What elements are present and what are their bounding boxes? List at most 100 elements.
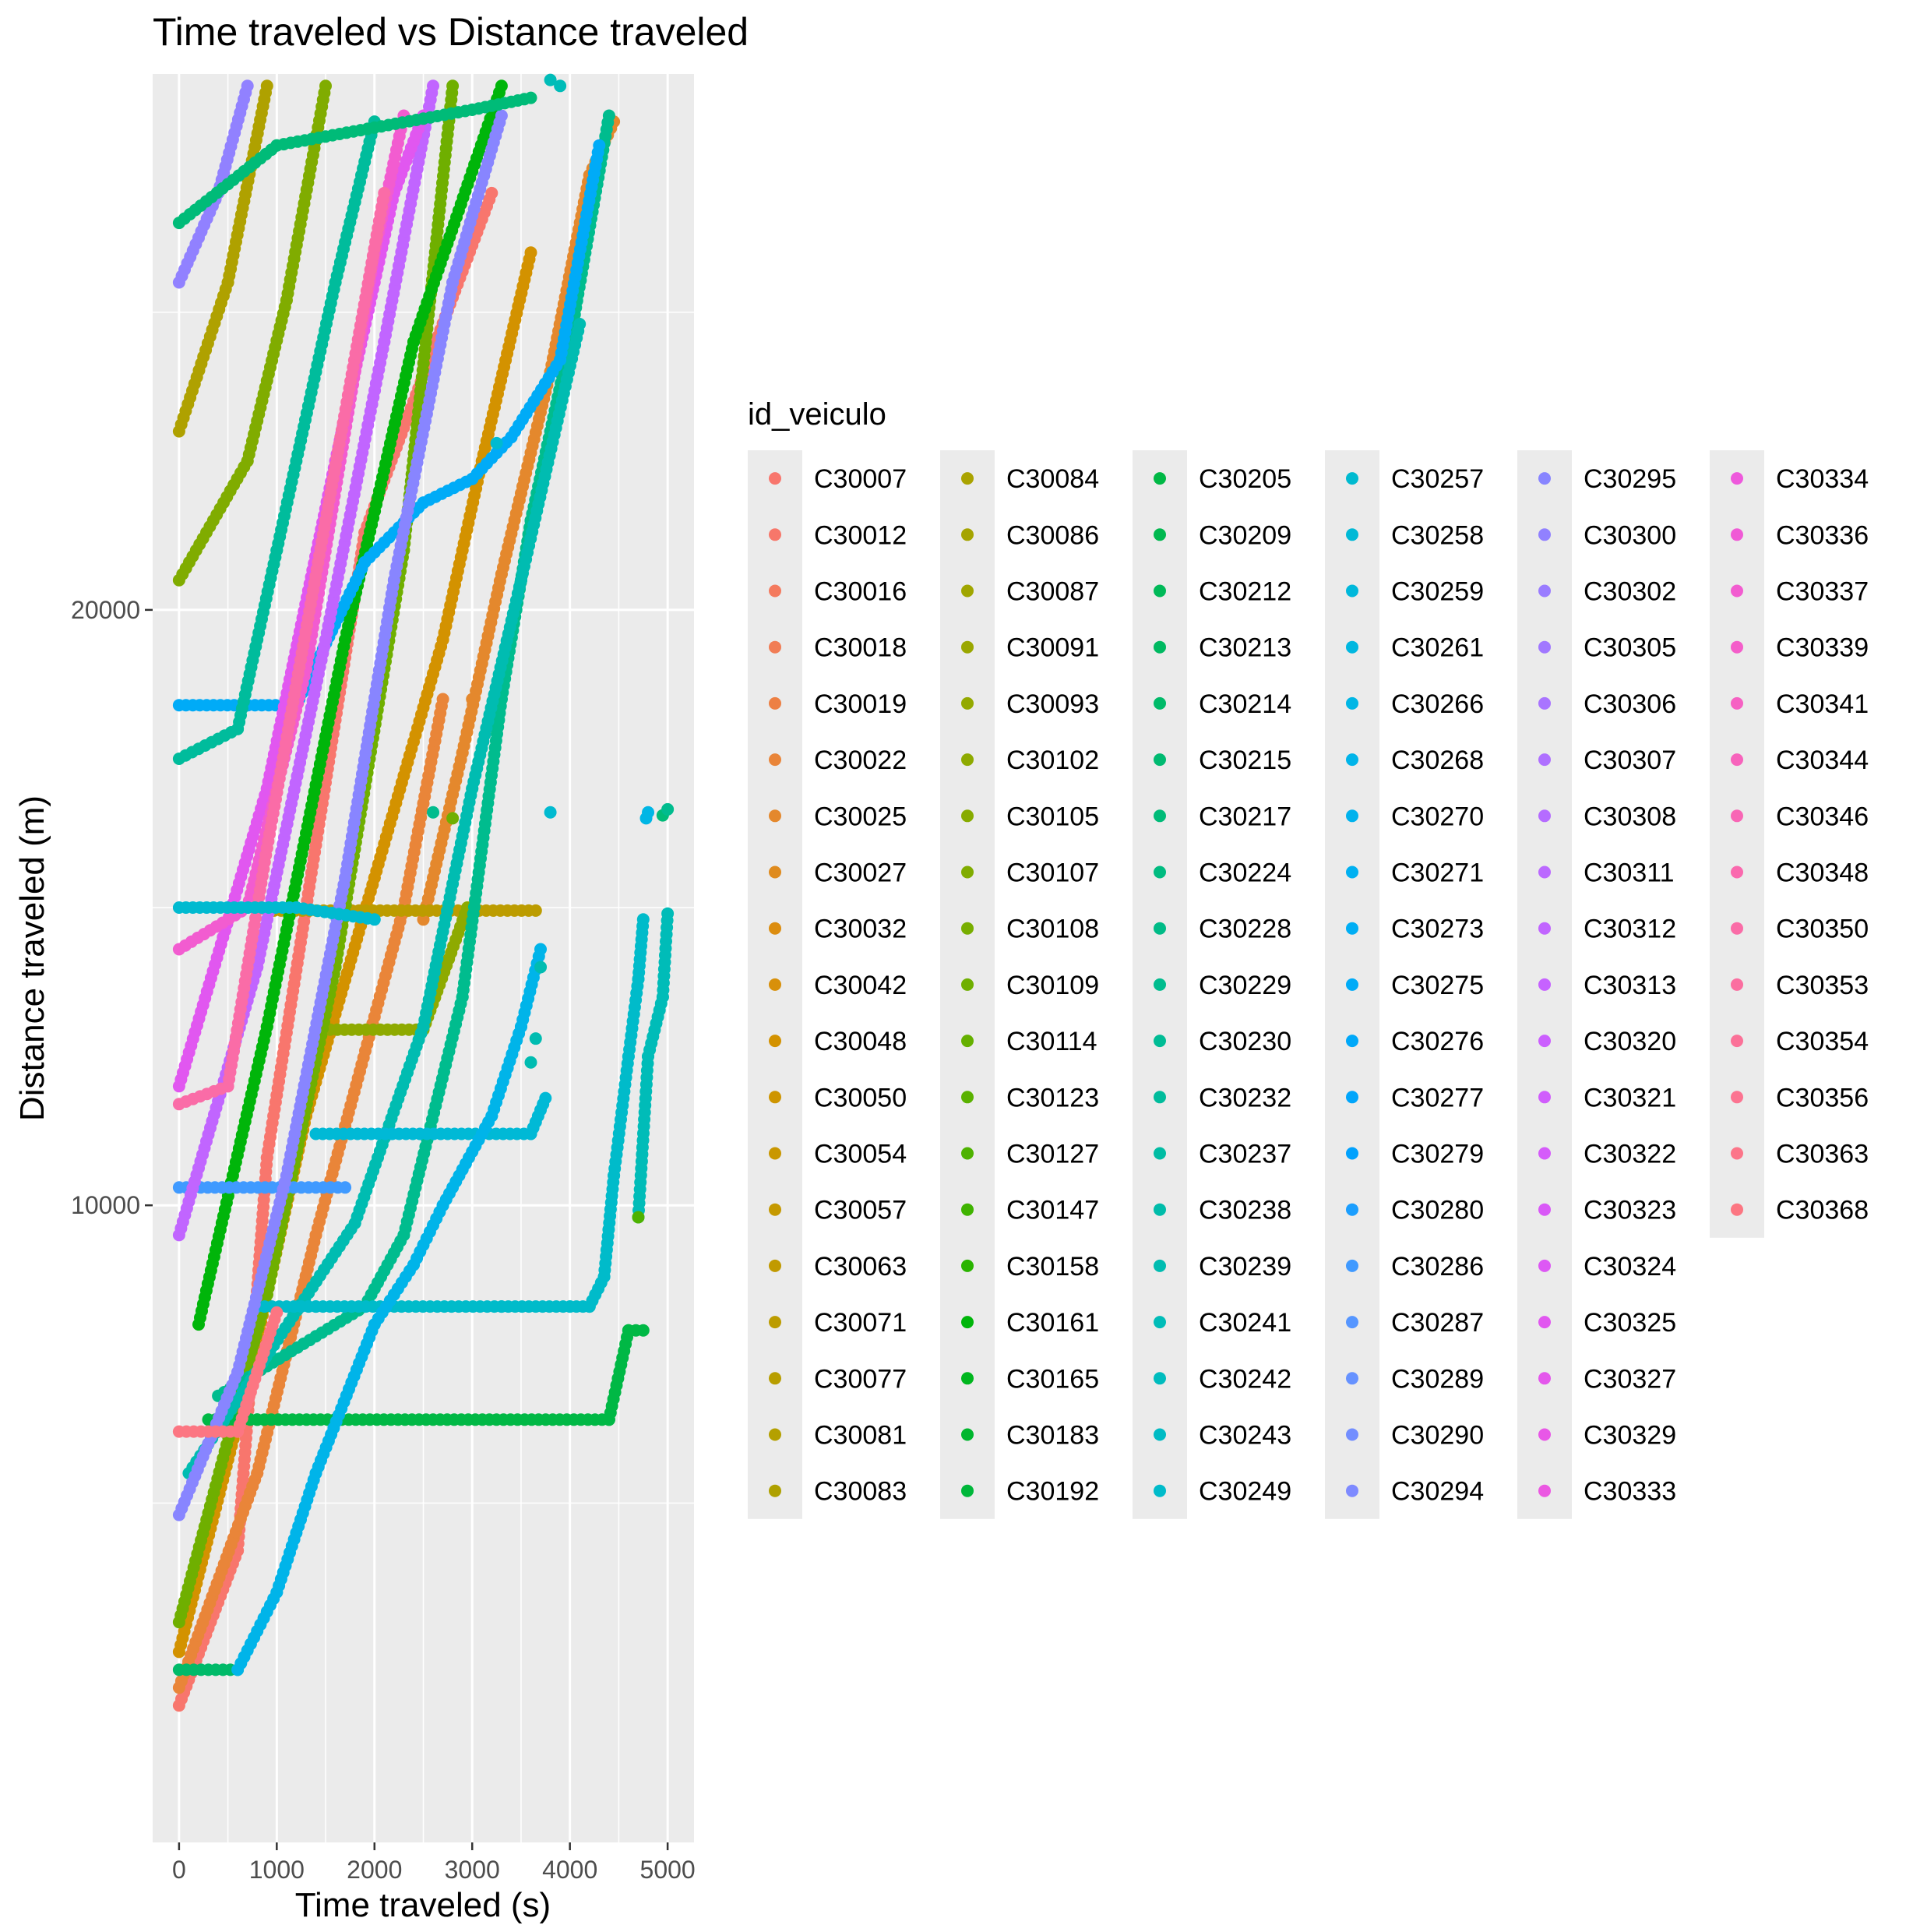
legend-entry: C30025 [769,802,907,831]
legend-key [961,1091,974,1104]
legend-entry: C30239 [1154,1252,1291,1282]
legend-label: C30109 [1006,971,1099,1000]
legend-entry: C30209 [1154,520,1291,550]
legend-key [1346,1316,1358,1329]
series-C30295 [172,109,508,1521]
legend-entry: C30107 [961,858,1099,888]
legend-label: C30348 [1776,858,1869,888]
legend-entry: C30237 [1154,1140,1291,1169]
legend-entry: C30271 [1346,858,1484,888]
legend-entry: C30312 [1538,915,1676,944]
legend-label: C30308 [1584,802,1676,831]
series-C30107 [172,79,332,587]
legend-label: C30287 [1391,1308,1484,1338]
legend-label: C30057 [814,1196,907,1225]
series-C30232 [172,115,381,765]
legend-key [769,1147,781,1160]
legend-key [1154,1372,1166,1385]
legend-key [1538,978,1551,991]
legend-label: C30241 [1199,1308,1291,1338]
legend-entry: C30242 [1154,1364,1291,1394]
legend-entry: C30258 [1346,520,1484,550]
legend-label: C30273 [1391,915,1484,944]
legend-entry: C30320 [1538,1027,1676,1056]
legend-key [1154,1316,1166,1329]
data-point [368,913,381,926]
legend-key [961,866,974,879]
legend-key [1346,809,1358,823]
y-axis-label: Distance traveled (m) [13,795,51,1121]
legend-entry: C30307 [1538,746,1676,775]
x-tick-label: 2000 [347,1856,402,1884]
legend-entry: C30183 [961,1421,1099,1451]
legend-label: C30093 [1006,689,1099,719]
data-point [636,1324,650,1337]
legend-key [1731,696,1743,710]
legend-key [961,584,974,598]
legend-entry: C30007 [769,464,907,494]
legend-key [1346,1484,1358,1497]
legend-entry: C30054 [769,1140,907,1169]
data-point [485,186,499,199]
legend-label: C30158 [1006,1252,1099,1282]
series-C30268 [231,943,547,1676]
legend-key [1538,1316,1551,1329]
legend-entry: C30127 [961,1140,1099,1169]
legend-entry: C30289 [1346,1364,1484,1394]
legend-key [1346,696,1358,710]
legend-label: C30063 [814,1252,907,1282]
legend-entry: C30217 [1154,802,1291,831]
legend-key [961,922,974,935]
legend-entry: C30270 [1346,802,1484,831]
legend-key [961,1203,974,1216]
legend-label: C30290 [1391,1421,1484,1451]
legend-label: C30320 [1584,1027,1676,1056]
legend-key [1346,640,1358,654]
legend-label: C30289 [1391,1364,1484,1394]
data-point [319,79,332,93]
legend-label: C30339 [1776,633,1869,663]
chart-title: Time traveled vs Distance traveled [153,10,749,54]
legend-label: C30354 [1776,1027,1869,1056]
legend-entry: C30324 [1538,1252,1676,1282]
legend-key [1538,866,1551,879]
legend-label: C30337 [1776,577,1869,607]
data-point [524,1056,537,1069]
legend-key [769,1203,781,1216]
legend-label: C30266 [1391,689,1484,719]
legend-entry: C30339 [1731,633,1869,663]
x-tick-label: 3000 [445,1856,500,1884]
legend-key [1154,528,1166,541]
legend-entry: C30279 [1346,1140,1484,1169]
legend-key [1731,528,1743,541]
legend-entry: C30083 [769,1477,907,1507]
series-C30257 [172,901,381,926]
legend-entry: C30259 [1346,577,1484,607]
legend-key [1154,866,1166,879]
legend-key [1538,1259,1551,1272]
legend-key [1731,978,1743,991]
data-point [639,812,653,825]
legend-entry: C30348 [1731,858,1869,888]
series-C30300 [172,79,254,289]
legend-label: C30086 [1006,520,1099,550]
data-point [544,806,557,819]
legend-entry: C30275 [1346,971,1484,1000]
legend-entry: C30214 [1154,689,1291,719]
legend-entry: C30016 [769,577,907,607]
legend-key [1346,1259,1358,1272]
legend-label: C30114 [1006,1027,1097,1056]
legend-label: C30323 [1584,1196,1676,1225]
legend-entry: C30333 [1538,1477,1676,1507]
legend-entry: C30325 [1538,1308,1676,1338]
legend-entry: C30350 [1731,915,1869,944]
legend-key [769,753,781,767]
legend-label: C30271 [1391,858,1484,888]
legend-entry: C30027 [769,858,907,888]
legend-key [1154,978,1166,991]
legend-label: C30205 [1199,464,1291,494]
legend-label: C30232 [1199,1083,1291,1112]
legend-entry: C30346 [1731,802,1869,831]
legend-key [1154,809,1166,823]
legend-label: C30261 [1391,633,1484,663]
